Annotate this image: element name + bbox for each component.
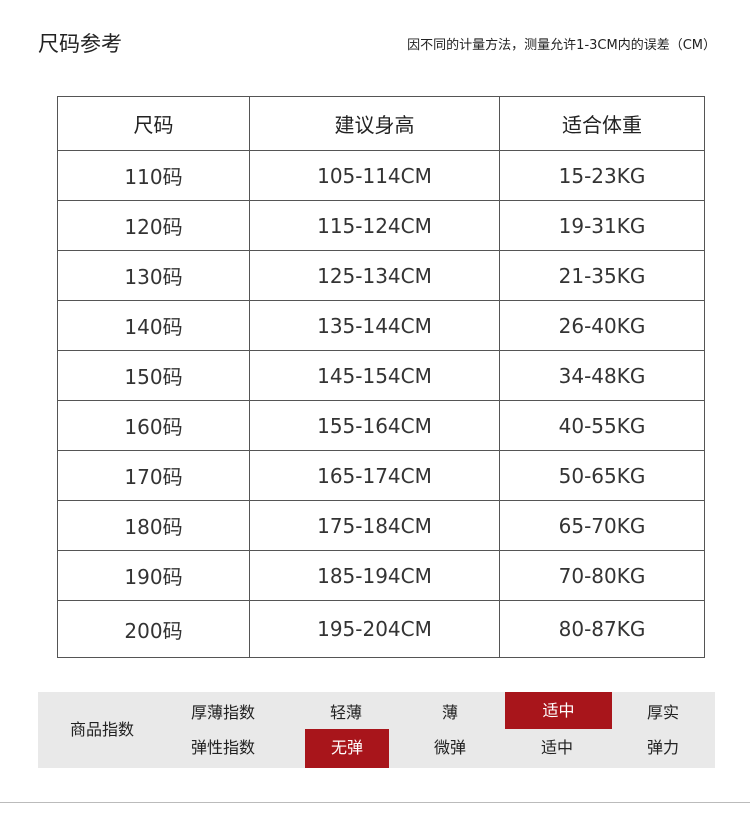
table-row: 180码 175-184CM 65-70KG — [57, 500, 705, 551]
divider — [0, 802, 750, 803]
table-row: 150码 145-154CM 34-48KG — [57, 350, 705, 401]
table-row: 120码 115-124CM 19-31KG — [57, 200, 705, 251]
table-row: 170码 165-174CM 50-65KG — [57, 450, 705, 501]
table-row: 160码 155-164CM 40-55KG — [57, 400, 705, 451]
weight-cell: 70-80KG — [499, 550, 705, 601]
height-cell: 195-204CM — [249, 600, 500, 658]
elasticity-option: 弹力 — [646, 738, 679, 757]
height-cell: 165-174CM — [249, 450, 500, 501]
height-cell: 145-154CM — [249, 350, 500, 401]
index-label: 商品指数 — [69, 720, 134, 739]
thickness-option: 厚实 — [646, 703, 679, 722]
size-cell: 170码 — [57, 450, 250, 501]
size-cell: 150码 — [57, 350, 250, 401]
weight-cell: 50-65KG — [499, 450, 705, 501]
size-cell: 110码 — [57, 150, 250, 201]
table-header: 尺码 建议身高 适合体重 — [57, 96, 705, 151]
elasticity-option: 适中 — [540, 738, 573, 757]
height-cell: 115-124CM — [249, 200, 500, 251]
table-row: 130码 125-134CM 21-35KG — [57, 250, 705, 301]
weight-cell: 21-35KG — [499, 250, 705, 301]
size-cell: 180码 — [57, 500, 250, 551]
thickness-option: 薄 — [441, 703, 458, 722]
size-cell: 200码 — [57, 600, 250, 658]
thickness-option-selected: 适中 — [505, 692, 612, 729]
product-index-panel: 商品指数 厚薄指数 弹性指数 轻薄 薄 适中 厚实 无弹 微弹 适中 弹力 — [38, 692, 715, 768]
height-cell: 125-134CM — [249, 250, 500, 301]
elasticity-label: 弹性指数 — [190, 738, 255, 757]
table-row: 200码 195-204CM 80-87KG — [57, 600, 705, 658]
measurement-note: 因不同的计量方法，测量允许1-3CM内的误差（CM） — [407, 38, 716, 53]
size-cell: 120码 — [57, 200, 250, 251]
weight-cell: 80-87KG — [499, 600, 705, 658]
height-cell: 185-194CM — [249, 550, 500, 601]
weight-cell: 15-23KG — [499, 150, 705, 201]
header-height: 建议身高 — [249, 96, 500, 151]
elasticity-option: 微弹 — [433, 738, 466, 757]
thickness-label: 厚薄指数 — [190, 703, 255, 722]
weight-cell: 40-55KG — [499, 400, 705, 451]
size-cell: 140码 — [57, 300, 250, 351]
header-size: 尺码 — [57, 96, 250, 151]
weight-cell: 65-70KG — [499, 500, 705, 551]
height-cell: 135-144CM — [249, 300, 500, 351]
thickness-option: 轻薄 — [329, 703, 362, 722]
table-row: 140码 135-144CM 26-40KG — [57, 300, 705, 351]
size-table: 尺码 建议身高 适合体重 110码 105-114CM 15-23KG 120码 115… — [57, 96, 705, 658]
weight-cell: 19-31KG — [499, 200, 705, 251]
size-cell: 160码 — [57, 400, 250, 451]
size-cell: 190码 — [57, 550, 250, 601]
elasticity-option-selected: 无弹 — [305, 729, 389, 768]
height-cell: 175-184CM — [249, 500, 500, 551]
header-weight: 适合体重 — [499, 96, 705, 151]
weight-cell: 26-40KG — [499, 300, 705, 351]
height-cell: 155-164CM — [249, 400, 500, 451]
size-cell: 130码 — [57, 250, 250, 301]
table-row: 190码 185-194CM 70-80KG — [57, 550, 705, 601]
weight-cell: 34-48KG — [499, 350, 705, 401]
page-title: 尺码参考 — [38, 32, 122, 56]
table-row: 110码 105-114CM 15-23KG — [57, 150, 705, 201]
height-cell: 105-114CM — [249, 150, 500, 201]
